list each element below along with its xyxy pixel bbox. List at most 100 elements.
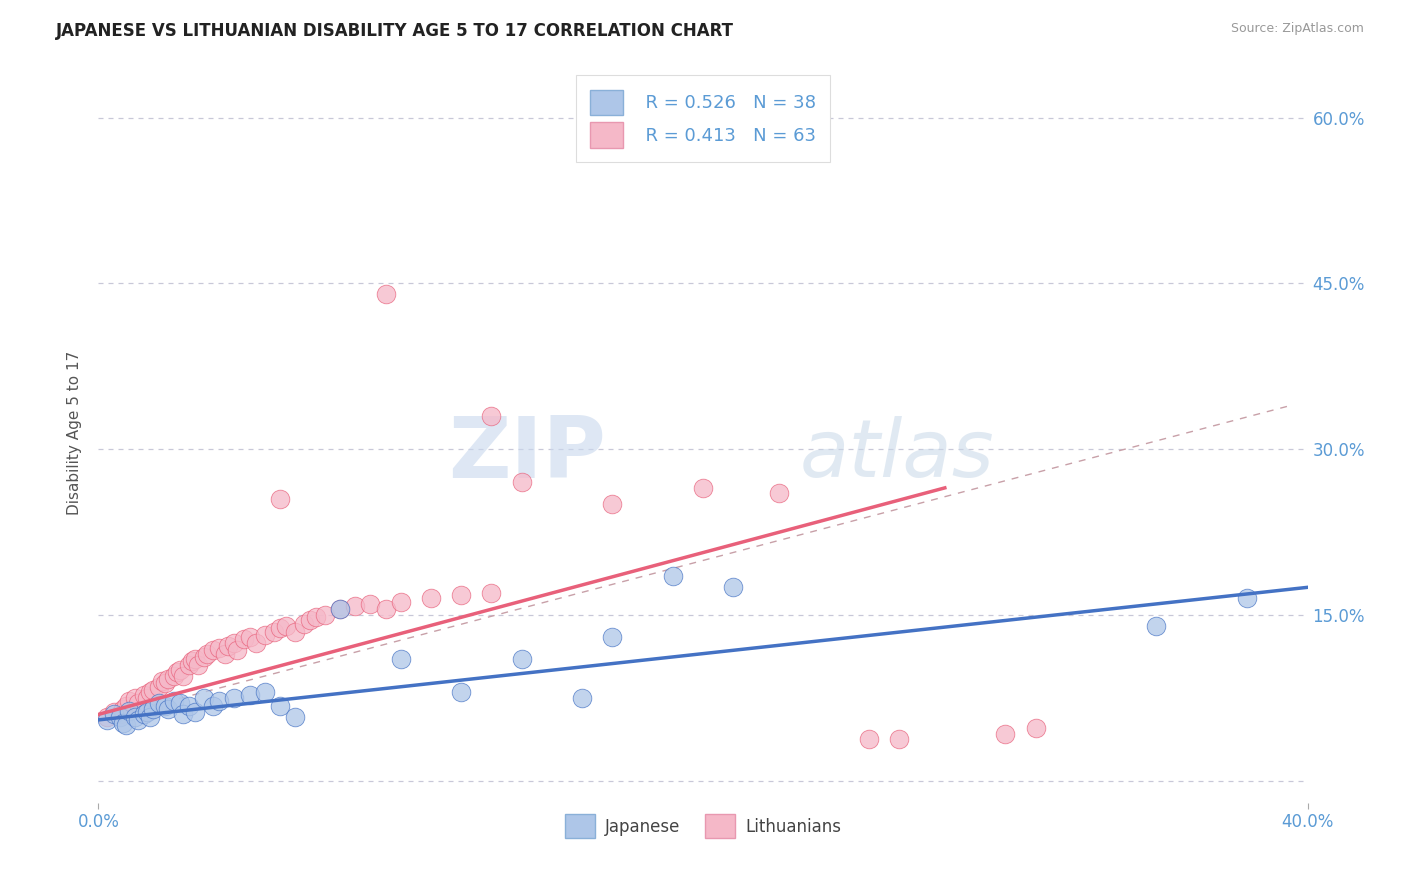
Point: [132, 688, 155, 702]
Point: [202, 643, 225, 657]
Point: [329, 602, 352, 616]
Point: [692, 481, 714, 495]
Point: [148, 680, 170, 694]
Point: [253, 685, 276, 699]
Point: [305, 610, 328, 624]
Point: [245, 635, 267, 649]
Point: [239, 688, 262, 702]
Point: [344, 599, 367, 613]
Point: [1024, 721, 1046, 735]
Point: [224, 635, 246, 649]
Point: [292, 616, 315, 631]
Point: [450, 685, 472, 699]
Text: JAPANESE VS LITHUANIAN DISABILITY AGE 5 TO 17 CORRELATION CHART: JAPANESE VS LITHUANIAN DISABILITY AGE 5 …: [56, 22, 734, 40]
Point: [269, 491, 291, 506]
Point: [374, 287, 396, 301]
Point: [169, 697, 191, 711]
Point: [889, 731, 911, 746]
Point: [450, 588, 472, 602]
Point: [510, 475, 533, 490]
Point: [510, 652, 533, 666]
Point: [226, 643, 249, 657]
Point: [142, 702, 165, 716]
Point: [858, 731, 880, 746]
Point: [187, 657, 209, 672]
Point: [124, 709, 146, 723]
Point: [135, 705, 157, 719]
Point: [148, 697, 170, 711]
Point: [139, 685, 162, 699]
Point: [156, 702, 179, 716]
Point: [217, 639, 239, 653]
Point: [224, 690, 246, 705]
Point: [153, 676, 176, 690]
Point: [181, 654, 204, 668]
Point: [768, 486, 790, 500]
Point: [314, 607, 336, 622]
Point: [179, 657, 201, 672]
Point: [169, 663, 191, 677]
Y-axis label: Disability Age 5 to 17: Disability Age 5 to 17: [67, 351, 83, 515]
Point: [142, 683, 165, 698]
Point: [274, 619, 297, 633]
Point: [111, 702, 134, 716]
Point: [103, 705, 125, 719]
Point: [184, 705, 207, 719]
Point: [172, 669, 194, 683]
Point: [299, 614, 322, 628]
Legend: Japanese, Lithuanians: Japanese, Lithuanians: [557, 806, 849, 847]
Text: ZIP: ZIP: [449, 413, 606, 496]
Point: [153, 698, 176, 713]
Point: [179, 698, 201, 713]
Point: [284, 624, 307, 639]
Point: [111, 716, 134, 731]
Point: [360, 597, 382, 611]
Point: [124, 690, 146, 705]
Point: [389, 652, 412, 666]
Point: [96, 709, 118, 723]
Point: [108, 709, 131, 723]
Point: [661, 569, 683, 583]
Point: [163, 694, 186, 708]
Point: [1236, 591, 1258, 606]
Point: [127, 697, 149, 711]
Point: [114, 698, 136, 713]
Point: [184, 652, 207, 666]
Point: [118, 694, 141, 708]
Point: [214, 647, 236, 661]
Point: [263, 624, 285, 639]
Point: [269, 698, 291, 713]
Point: [202, 698, 225, 713]
Point: [253, 628, 276, 642]
Point: [139, 709, 162, 723]
Text: Source: ZipAtlas.com: Source: ZipAtlas.com: [1230, 22, 1364, 36]
Point: [602, 498, 624, 512]
Point: [239, 630, 262, 644]
Point: [166, 665, 188, 680]
Point: [132, 707, 155, 722]
Point: [114, 718, 136, 732]
Point: [602, 630, 624, 644]
Point: [723, 580, 745, 594]
Point: [103, 707, 125, 722]
Point: [193, 649, 215, 664]
Point: [135, 690, 157, 705]
Point: [150, 674, 173, 689]
Point: [127, 713, 149, 727]
Point: [208, 694, 231, 708]
Point: [195, 647, 218, 661]
Point: [208, 641, 231, 656]
Point: [156, 672, 179, 686]
Point: [284, 709, 307, 723]
Point: [994, 727, 1017, 741]
Point: [481, 409, 503, 423]
Point: [389, 595, 412, 609]
Point: [329, 602, 352, 616]
Point: [108, 707, 131, 722]
Point: [118, 704, 141, 718]
Point: [232, 632, 254, 647]
Text: atlas: atlas: [800, 416, 994, 494]
Point: [374, 602, 396, 616]
Point: [269, 621, 291, 635]
Point: [193, 690, 215, 705]
